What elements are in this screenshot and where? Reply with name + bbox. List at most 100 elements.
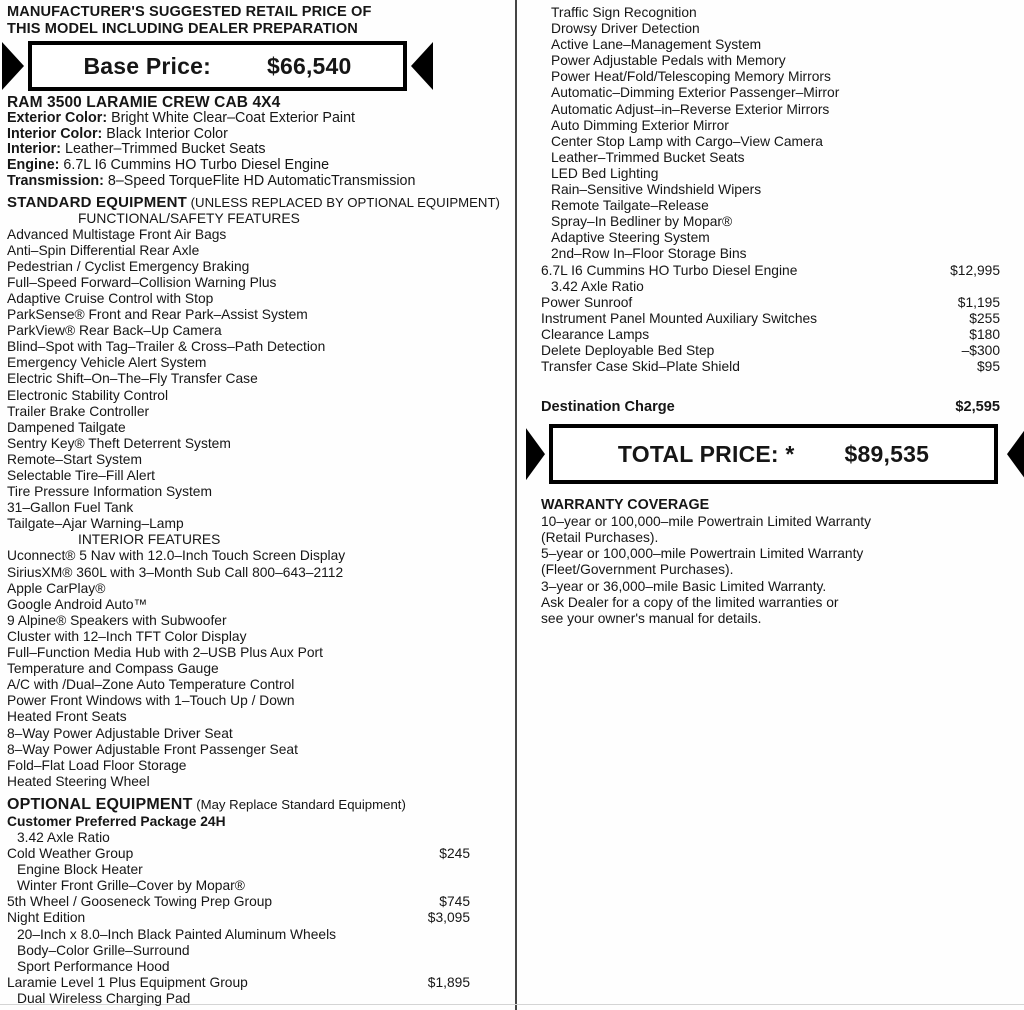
option-row: Rain–Sensitive Windshield Wipers (541, 182, 1000, 198)
spec-value: 8–Speed TorqueFlite HD AutomaticTransmis… (103, 172, 416, 189)
option-text: 3.42 Axle Ratio (17, 829, 110, 845)
option-text: Rain–Sensitive Windshield Wipers (551, 182, 762, 198)
spec-label: Engine: (7, 157, 60, 174)
option-row: Power Sunroof $1,195 (541, 295, 1000, 311)
option-text: Customer Preferred Package 24H (7, 813, 226, 829)
option-text: Traffic Sign Recognition (551, 5, 697, 20)
option-row: Transfer Case Skid–Plate Shield $95 (541, 359, 1000, 375)
destination-charge-value: $2,595 (955, 399, 1000, 416)
warranty-title: WARRANTY COVERAGE (541, 497, 710, 514)
standard-equipment-heading: STANDARD EQUIPMENT (UNLESS REPLACED BY O… (7, 194, 511, 211)
option-price: $1,195 (957, 294, 1000, 310)
standard-equipment-subtitle: (UNLESS REPLACED BY OPTIONAL EQUIPMENT) (187, 194, 500, 210)
option-text: Center Stop Lamp with Cargo–View Camera (551, 133, 823, 149)
interior-features-heading: INTERIOR FEATURES (78, 532, 221, 548)
base-price-value: $66,540 (266, 52, 352, 79)
option-text: Instrument Panel Mounted Auxiliary Switc… (541, 310, 818, 326)
equipment-item: 9 Alpine® Speakers with Subwoofer (7, 612, 227, 628)
spec-label: Interior Color: (7, 125, 103, 142)
equipment-item: Sentry Key® Theft Deterrent System (7, 435, 231, 451)
option-text: Spray–In Bedliner by Mopar® (551, 214, 733, 230)
left-column: MANUFACTURER'S SUGGESTED RETAIL PRICE OF… (2, 4, 511, 1007)
option-price: $255 (969, 310, 1000, 326)
option-row: Dual Wireless Charging Pad (7, 991, 470, 1007)
equipment-item: A/C with /Dual–Zone Auto Temperature Con… (7, 677, 295, 693)
spec-label: Transmission: (7, 172, 104, 189)
equipment-item: ParkSense® Front and Rear Park–Assist Sy… (7, 307, 308, 323)
total-price-banner: TOTAL PRICE: * $89,535 (526, 424, 1024, 485)
option-row: Automatic–Dimming Exterior Passenger–Mir… (541, 85, 1000, 101)
total-price-box: TOTAL PRICE: * $89,535 (549, 424, 998, 485)
option-text: Dual Wireless Charging Pad (17, 990, 191, 1006)
option-text: Winter Front Grille–Cover by Mopar® (17, 878, 245, 894)
option-text: Drowsy Driver Detection (551, 21, 700, 37)
optional-equipment-subtitle: (May Replace Standard Equipment) (192, 796, 406, 812)
option-row: Adaptive Steering System (541, 230, 1000, 246)
equipment-item: Full–Speed Forward–Collision Warning Plu… (7, 274, 277, 290)
option-price: $745 (439, 894, 470, 910)
option-row: Leather–Trimmed Bucket Seats (541, 150, 1000, 166)
interior-features-list: Uconnect® 5 Nav with 12.0–Inch Touch Scr… (7, 548, 511, 789)
spec-row: Interior: Leather–Trimmed Bucket Seats (7, 142, 511, 158)
equipment-item: Dampened Tailgate (7, 419, 126, 435)
equipment-item: Heated Front Seats (7, 709, 127, 725)
warranty-lines: 10–year or 100,000–mile Powertrain Limit… (541, 514, 1000, 627)
right-pointer-icon (1007, 428, 1024, 481)
option-row: Automatic Adjust–in–Reverse Exterior Mir… (541, 102, 1000, 118)
option-row: Body–Color Grille–Surround (7, 943, 470, 959)
total-price-value: $89,535 (844, 440, 930, 467)
warranty-line: 3–year or 36,000–mile Basic Limited Warr… (541, 578, 827, 594)
option-text: Auto Dimming Exterior Mirror (551, 117, 729, 133)
equipment-item: 31–Gallon Fuel Tank (7, 500, 134, 516)
optional-equipment-right-list: Traffic Sign Recognition Drowsy Driver De… (541, 5, 1000, 375)
equipment-item: Tailgate–Ajar Warning–Lamp (7, 516, 184, 532)
option-price: $12,995 (950, 262, 1000, 278)
optional-equipment-heading: OPTIONAL EQUIPMENT (May Replace Standard… (7, 796, 511, 814)
equipment-item: Electric Shift–On–The–Fly Transfer Case (7, 371, 258, 387)
base-price-box: Base Price: $66,540 (28, 41, 407, 91)
equipment-item: Heated Steering Wheel (7, 773, 150, 789)
equipment-item: 8–Way Power Adjustable Front Passenger S… (7, 741, 298, 757)
vehicle-model: RAM 3500 LARAMIE CREW CAB 4X4 (7, 94, 281, 111)
option-row: 20–Inch x 8.0–Inch Black Painted Aluminu… (7, 927, 470, 943)
equipment-item: Tire Pressure Information System (7, 484, 212, 500)
option-price: $180 (969, 326, 1000, 342)
option-text: Adaptive Steering System (551, 230, 710, 246)
option-text: 20–Inch x 8.0–Inch Black Painted Aluminu… (17, 926, 337, 942)
equipment-item: Temperature and Compass Gauge (7, 661, 219, 677)
option-text: Delete Deployable Bed Step (541, 342, 715, 358)
msrp-header-line1: MANUFACTURER'S SUGGESTED RETAIL PRICE OF (7, 4, 372, 20)
total-price-label: TOTAL PRICE: * (617, 440, 795, 467)
spec-label: Interior: (7, 141, 62, 158)
bottom-edge-line (0, 1004, 1024, 1005)
option-row: Clearance Lamps $180 (541, 327, 1000, 343)
vehicle-specs: Exterior Color: Bright White Clear–Coat … (7, 110, 511, 190)
equipment-item: Emergency Vehicle Alert System (7, 355, 207, 371)
option-row: Traffic Sign Recognition (541, 5, 1000, 21)
option-row: 6.7L I6 Cummins HO Turbo Diesel Engine $1… (541, 263, 1000, 279)
warranty-line: 10–year or 100,000–mile Powertrain Limit… (541, 514, 872, 530)
option-text: Automatic Adjust–in–Reverse Exterior Mir… (551, 101, 830, 117)
optional-equipment-title: OPTIONAL EQUIPMENT (7, 795, 193, 813)
column-divider (515, 0, 517, 1010)
option-row: Auto Dimming Exterior Mirror (541, 118, 1000, 134)
option-row: Center Stop Lamp with Cargo–View Camera (541, 134, 1000, 150)
equipment-item: Selectable Tire–Fill Alert (7, 468, 155, 484)
option-row: Winter Front Grille–Cover by Mopar® (7, 878, 470, 894)
functional-safety-list: Advanced Multistage Front Air Bags Anti–S… (7, 227, 511, 533)
option-text: Laramie Level 1 Plus Equipment Group (7, 974, 248, 990)
option-text: Engine Block Heater (17, 862, 143, 878)
equipment-item: ParkView® Rear Back–Up Camera (7, 323, 222, 339)
option-row: Delete Deployable Bed Step –$300 (541, 343, 1000, 359)
option-text: 6.7L I6 Cummins HO Turbo Diesel Engine (541, 262, 798, 278)
destination-charge-label: Destination Charge (541, 399, 675, 416)
option-row: Cold Weather Group $245 (7, 846, 470, 862)
option-text: Clearance Lamps (541, 326, 650, 342)
option-price: $95 (976, 359, 1000, 375)
spec-value: Black Interior Color (102, 125, 228, 142)
warranty-line: (Retail Purchases). (541, 530, 659, 546)
equipment-item: 8–Way Power Adjustable Driver Seat (7, 725, 233, 741)
equipment-item: Google Android Auto™ (7, 596, 148, 612)
option-text: Cold Weather Group (7, 846, 134, 862)
option-text: LED Bed Lighting (551, 165, 659, 181)
